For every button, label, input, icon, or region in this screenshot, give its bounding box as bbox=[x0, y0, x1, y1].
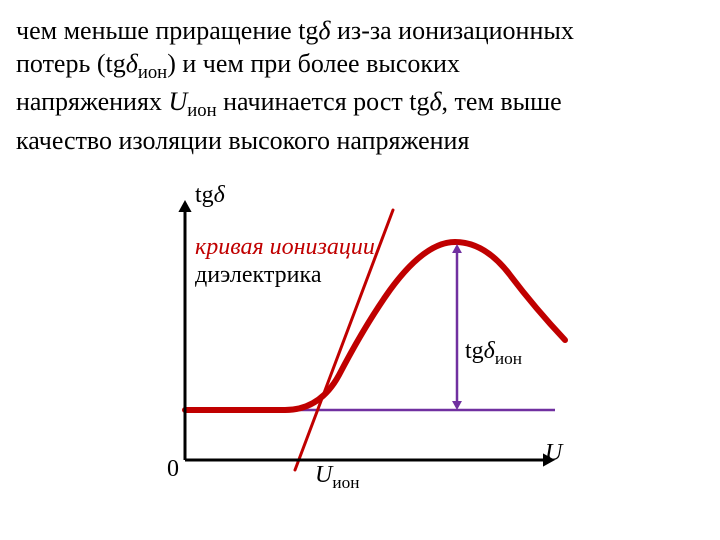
tg-text: tg bbox=[195, 182, 214, 208]
delta-symbol: δ bbox=[126, 49, 138, 78]
sub-ion: ион bbox=[187, 101, 216, 122]
text-frag: начинается рост tg bbox=[217, 87, 430, 116]
text-frag: напряжениях bbox=[16, 87, 168, 116]
description-text: чем меньше приращение tgδ из-за ионизаци… bbox=[16, 14, 696, 157]
u-ion-label: Uион bbox=[315, 462, 359, 493]
delta-symbol: δ bbox=[484, 338, 495, 364]
origin-label: 0 bbox=[167, 456, 179, 483]
y-axis-label: tgδ bbox=[195, 182, 225, 209]
curve-caption-line2: диэлектрика bbox=[195, 262, 321, 288]
text-frag: из-за ионизационных bbox=[331, 16, 574, 45]
delta-symbol: δ bbox=[318, 16, 330, 45]
curve-caption-line1: кривая ионизации bbox=[195, 234, 375, 260]
sub-ion: ион bbox=[138, 62, 167, 83]
delta-symbol: δ bbox=[214, 182, 225, 208]
text-frag: качество изоляции высокого напряжения bbox=[16, 126, 469, 155]
sub-ion: ион bbox=[495, 349, 522, 368]
tg-text: tg bbox=[465, 338, 484, 364]
curve-caption: кривая ионизации диэлектрика bbox=[195, 234, 375, 289]
text-frag: потерь (tg bbox=[16, 49, 126, 78]
text-frag: чем меньше приращение tg bbox=[16, 16, 318, 45]
u-symbol: U bbox=[168, 87, 187, 116]
u-symbol: U bbox=[315, 462, 332, 488]
x-axis-label: U bbox=[545, 440, 562, 467]
delta-symbol: δ bbox=[429, 87, 441, 116]
ionization-curve-chart: tgδ U 0 Uион кривая ионизации диэлектрик… bbox=[125, 180, 585, 500]
sub-ion: ион bbox=[332, 473, 359, 492]
tg-delta-ion-label: tgδион bbox=[465, 338, 522, 369]
text-frag: ) и чем при более высоких bbox=[167, 49, 460, 78]
text-frag: , тем выше bbox=[442, 87, 562, 116]
